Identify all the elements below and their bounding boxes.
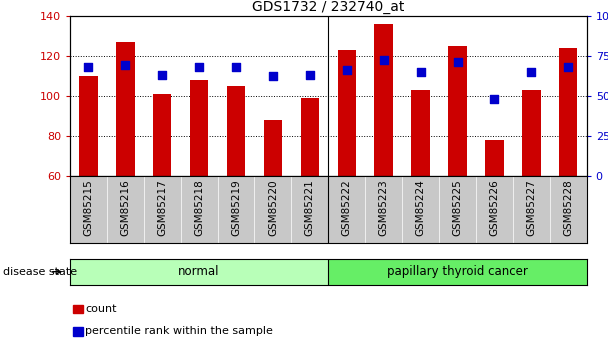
Point: [342, 67, 351, 73]
Text: GSM85215: GSM85215: [83, 179, 94, 236]
Text: GSM85223: GSM85223: [379, 179, 389, 236]
Point: [379, 58, 389, 63]
Point: [268, 74, 278, 79]
Text: GSM85221: GSM85221: [305, 179, 315, 236]
Point: [489, 96, 499, 102]
Bar: [522, 90, 541, 176]
Text: GSM85226: GSM85226: [489, 179, 499, 236]
Text: GSM85219: GSM85219: [231, 179, 241, 236]
Text: GSM85220: GSM85220: [268, 179, 278, 236]
Point: [527, 69, 536, 75]
Text: count: count: [85, 304, 117, 314]
Bar: [116, 42, 134, 176]
Text: GSM85218: GSM85218: [194, 179, 204, 236]
Title: GDS1732 / 232740_at: GDS1732 / 232740_at: [252, 0, 404, 14]
Point: [416, 69, 426, 75]
Text: GSM85224: GSM85224: [416, 179, 426, 236]
Text: papillary thyroid cancer: papillary thyroid cancer: [387, 265, 528, 278]
Bar: [412, 90, 430, 176]
Point: [120, 62, 130, 68]
Text: GSM85217: GSM85217: [157, 179, 167, 236]
Text: GSM85222: GSM85222: [342, 179, 352, 236]
Bar: [559, 48, 578, 176]
Point: [231, 64, 241, 70]
Bar: [375, 23, 393, 176]
Text: percentile rank within the sample: percentile rank within the sample: [85, 326, 273, 336]
Bar: [485, 140, 503, 176]
Text: GSM85225: GSM85225: [452, 179, 463, 236]
Point: [157, 72, 167, 78]
Text: normal: normal: [178, 265, 220, 278]
Bar: [300, 98, 319, 176]
Bar: [227, 86, 245, 176]
Point: [452, 59, 462, 65]
Bar: [79, 76, 98, 176]
Point: [195, 64, 204, 70]
Bar: [70, 259, 328, 285]
Bar: [264, 120, 282, 176]
Bar: [153, 94, 171, 176]
Point: [305, 72, 315, 78]
Point: [83, 64, 93, 70]
Bar: [190, 80, 209, 176]
Bar: [328, 259, 587, 285]
Bar: [337, 50, 356, 176]
Text: GSM85227: GSM85227: [527, 179, 536, 236]
Bar: [448, 46, 467, 176]
Text: GSM85216: GSM85216: [120, 179, 130, 236]
Text: GSM85228: GSM85228: [563, 179, 573, 236]
Text: disease state: disease state: [3, 267, 77, 277]
Point: [564, 64, 573, 70]
